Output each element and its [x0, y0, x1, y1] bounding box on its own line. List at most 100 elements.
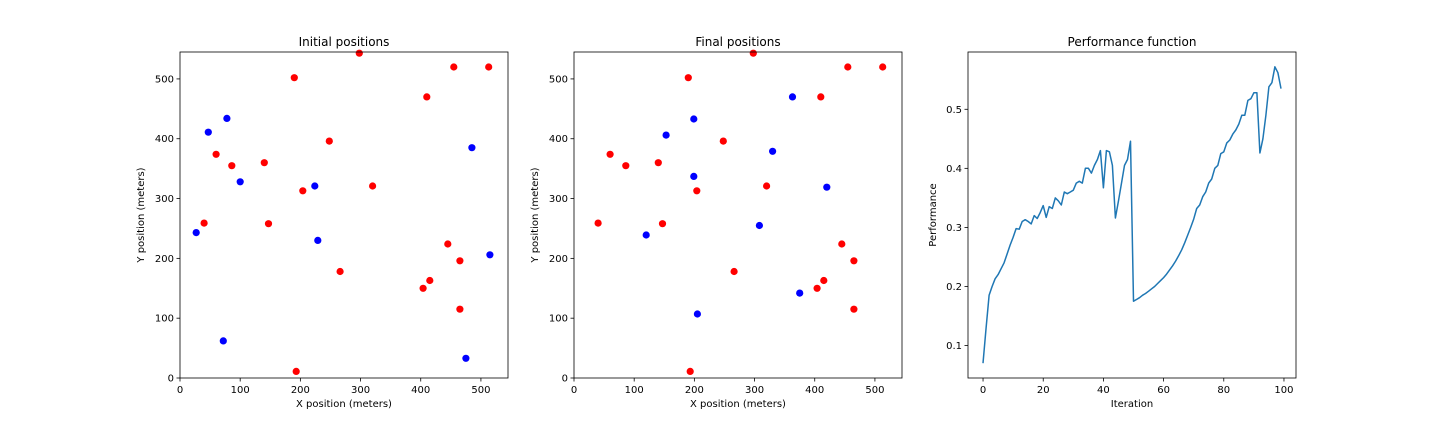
x-tick-label: 20	[1037, 385, 1050, 396]
x-tick-label: 400	[411, 385, 430, 396]
red-point	[749, 49, 757, 57]
y-tick-label: 500	[549, 74, 568, 85]
blue-point	[690, 115, 698, 123]
blue-point	[788, 93, 797, 101]
x-tick-label: 500	[865, 385, 884, 396]
x-tick-label: 300	[351, 385, 370, 396]
y-tick-label: 0	[168, 374, 174, 385]
blue-point	[204, 128, 212, 136]
red-point	[763, 182, 771, 190]
x-tick-label: 100	[1274, 385, 1293, 396]
blue-point	[314, 236, 322, 244]
y-tick-label: 0	[562, 374, 568, 385]
red-point	[264, 220, 273, 228]
x-tick-label: 40	[1097, 385, 1110, 396]
chart-1: 0 100 200 300 400 500 0 100 200 300 400 500 Initial …	[136, 35, 509, 410]
y-axis-label: Y position (meters)	[136, 167, 147, 263]
blue-point	[311, 182, 319, 190]
x-tick-label: 500	[471, 385, 490, 396]
red-point	[622, 162, 630, 170]
blue-point	[823, 183, 831, 191]
red-point	[200, 219, 208, 227]
x-tick-label: 400	[805, 385, 824, 396]
blue-point	[693, 310, 702, 318]
red-point	[879, 63, 887, 71]
y-tick-label: 0.4	[946, 164, 962, 175]
y-tick-label: 500	[155, 74, 174, 85]
red-point	[290, 74, 298, 82]
y-tick-label: 200	[549, 254, 568, 265]
axes-frame	[967, 51, 1297, 379]
y-tick-label: 0.5	[946, 105, 962, 116]
red-point	[693, 187, 701, 195]
red-point	[654, 159, 662, 167]
y-tick-label: 400	[549, 134, 568, 145]
blue-point	[690, 172, 698, 180]
red-point	[820, 276, 828, 285]
chart-title: Performance function	[1068, 35, 1197, 49]
blue-point	[769, 147, 777, 155]
red-point	[336, 267, 344, 276]
x-axis-label: Iteration	[1111, 399, 1153, 410]
x-tick-label: 80	[1217, 385, 1230, 396]
y-tick-label: 400	[155, 134, 174, 145]
chart-title: Initial positions	[299, 35, 390, 49]
chart-2: 0 100 200 300 400 500 0 100 200 300 400 500 Final po…	[530, 35, 903, 410]
blue-point	[468, 144, 476, 152]
red-point	[817, 93, 825, 101]
red-point	[686, 367, 694, 375]
red-point	[260, 159, 268, 167]
y-tick-label: 0.2	[946, 282, 962, 293]
blue-point	[223, 114, 231, 122]
red-point	[850, 257, 858, 265]
red-point	[325, 137, 333, 145]
red-point	[212, 150, 220, 158]
red-point	[719, 137, 727, 145]
y-tick-label: 300	[549, 194, 568, 205]
red-point	[355, 49, 363, 57]
x-tick-label: 300	[745, 385, 764, 396]
red-point	[838, 240, 846, 248]
blue-point	[236, 178, 244, 186]
x-tick-label: 0	[571, 385, 577, 396]
y-axis-label: Y position (meters)	[530, 167, 541, 263]
red-point	[369, 182, 377, 190]
red-point	[844, 63, 852, 71]
blue-point	[486, 251, 494, 259]
performance-line	[982, 66, 1282, 364]
chart-title: Final positions	[695, 35, 780, 49]
blue-point	[462, 354, 470, 362]
x-tick-label: 0	[980, 385, 986, 396]
red-point	[419, 284, 427, 292]
red-point	[444, 240, 452, 248]
y-tick-label: 100	[549, 314, 568, 325]
axes-frame	[179, 51, 509, 379]
x-tick-label: 100	[625, 385, 644, 396]
blue-point	[192, 229, 200, 237]
chart-3: 0 20 40 60 80 100 0.1 0.2 0.3 0.4 0.5 Performance f…	[928, 35, 1297, 410]
y-tick-label: 0.3	[946, 223, 962, 234]
y-tick-label: 100	[155, 314, 174, 325]
red-point	[423, 93, 431, 101]
red-point	[813, 284, 821, 292]
x-tick-label: 0	[177, 385, 183, 396]
blue-point	[755, 221, 764, 230]
red-point	[730, 267, 738, 276]
y-axis-label: Performance	[928, 183, 939, 246]
red-point	[684, 74, 692, 82]
red-point	[292, 367, 300, 375]
red-point	[450, 63, 458, 71]
red-point	[299, 187, 307, 195]
x-axis-label: X position (meters)	[690, 399, 786, 410]
axes-frame	[573, 51, 903, 379]
red-point	[606, 150, 614, 158]
red-point	[658, 220, 667, 228]
red-point	[485, 63, 493, 71]
red-point	[850, 305, 858, 313]
x-tick-label: 60	[1157, 385, 1170, 396]
red-point	[456, 305, 464, 313]
blue-point	[642, 231, 650, 239]
blue-point	[662, 131, 670, 139]
x-tick-label: 200	[291, 385, 310, 396]
